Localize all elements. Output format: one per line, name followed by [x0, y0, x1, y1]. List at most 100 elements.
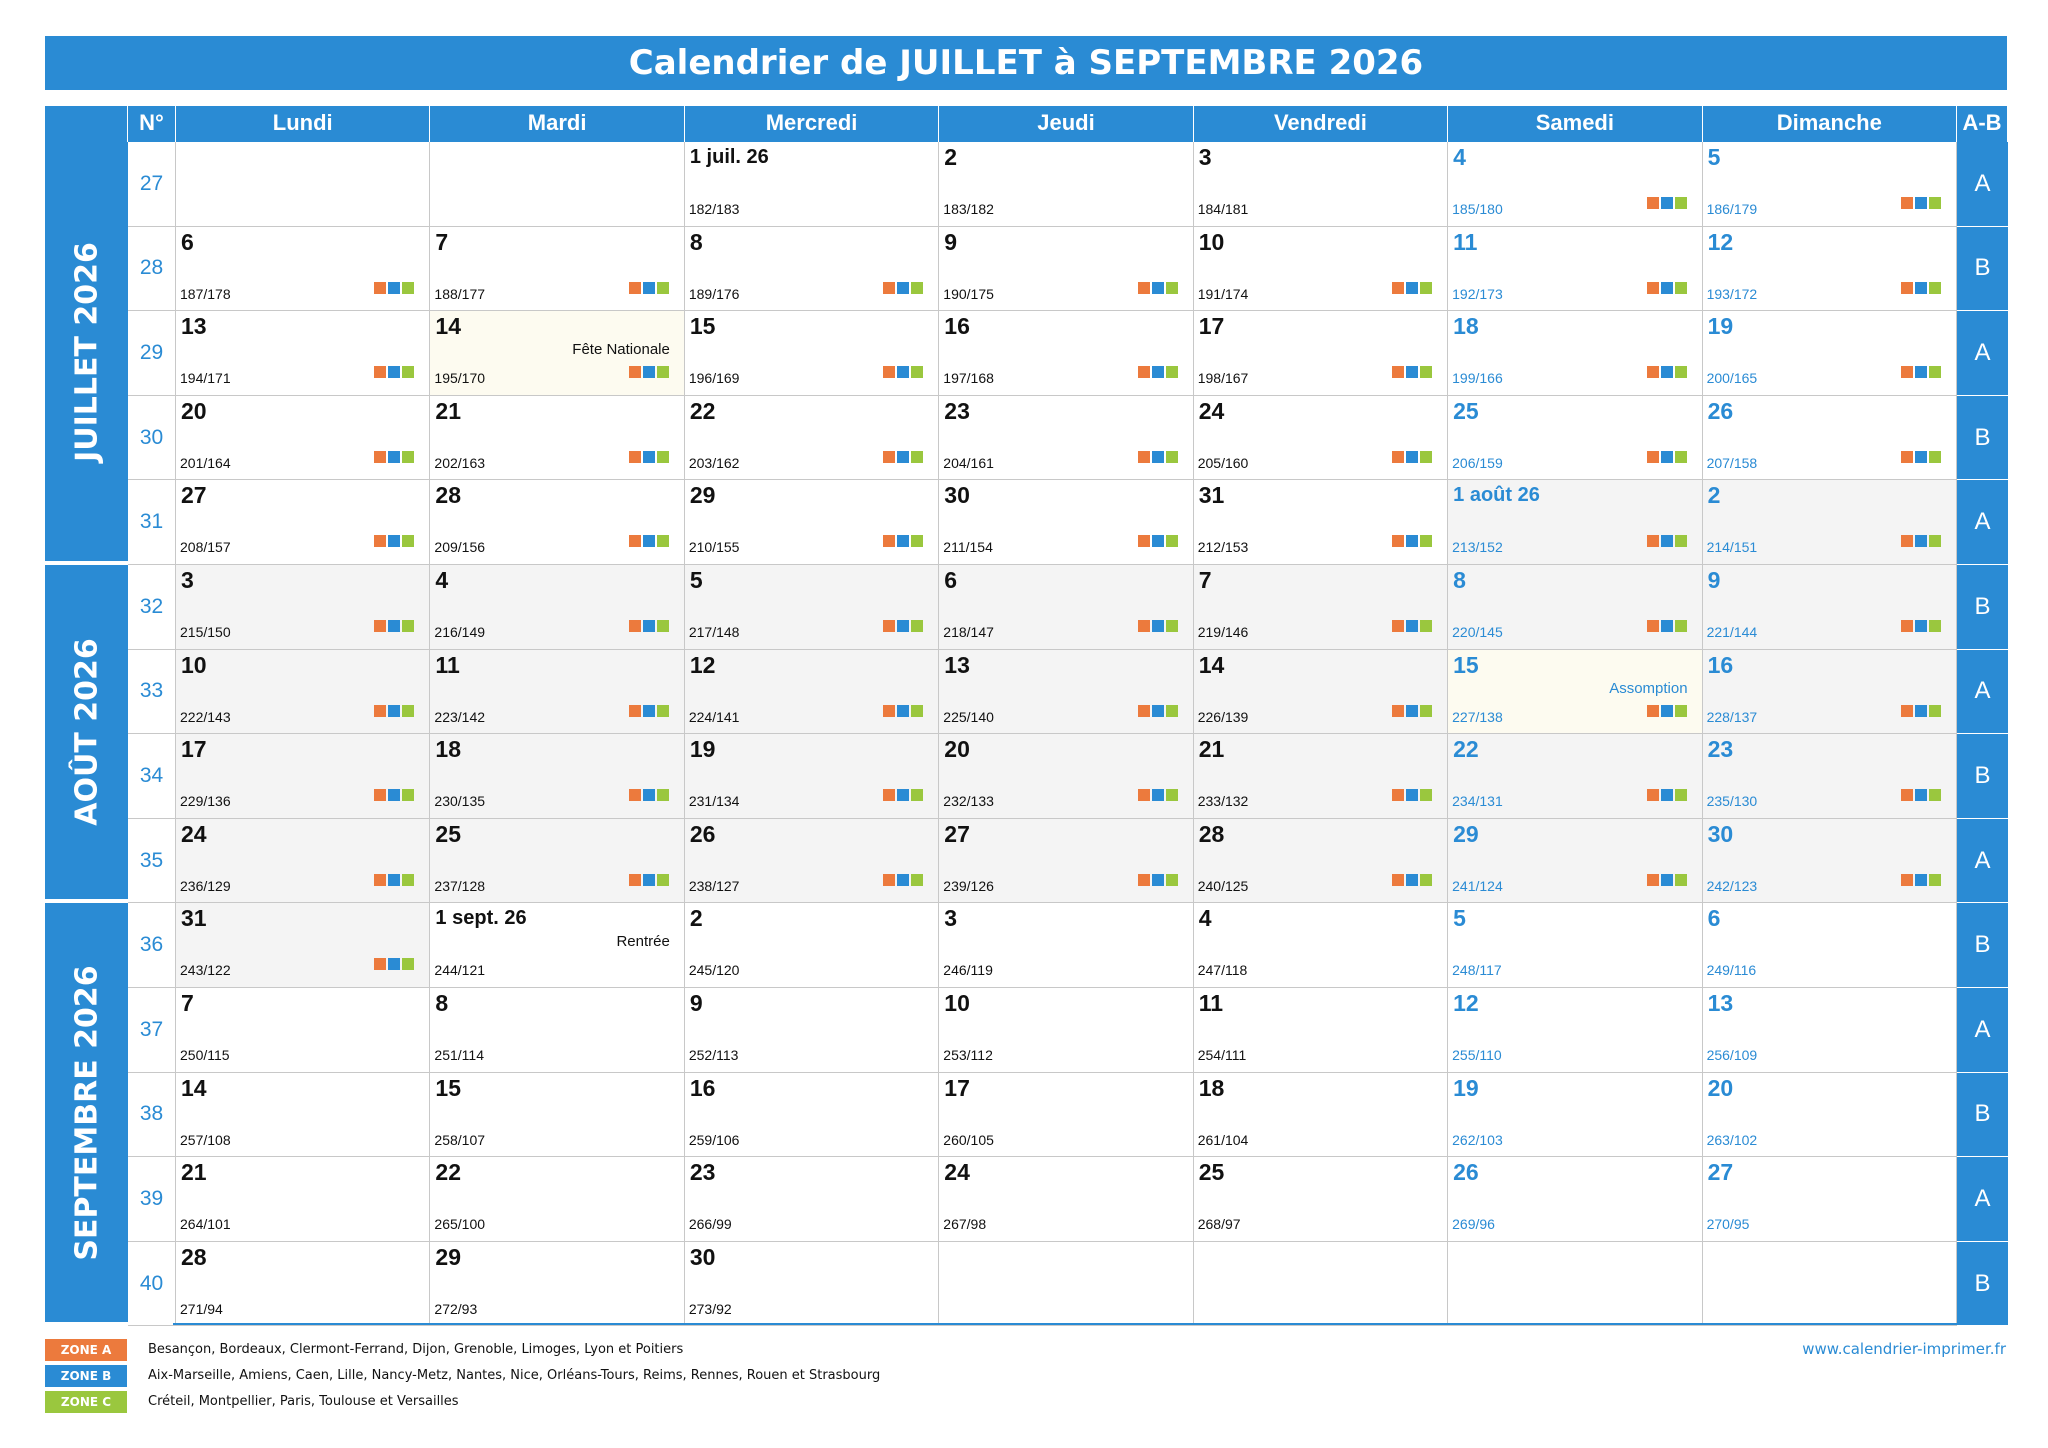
day-cell[interactable]: 17 198/167: [1193, 311, 1449, 396]
day-cell[interactable]: 30 273/92: [684, 1241, 940, 1327]
day-cell[interactable]: 28 209/156: [430, 480, 685, 565]
day-cell[interactable]: 2 245/120: [684, 903, 940, 988]
day-cell[interactable]: 8 189/176: [684, 226, 940, 312]
day-cell[interactable]: 9 190/175: [939, 226, 1194, 312]
day-cell[interactable]: 12 193/172: [1702, 226, 1957, 312]
day-cell[interactable]: 22 234/131: [1448, 734, 1703, 819]
day-cell[interactable]: 25 268/97: [1193, 1157, 1449, 1242]
day-cell[interactable]: 10 191/174: [1193, 226, 1449, 312]
day-cell[interactable]: 21 233/132: [1193, 734, 1449, 819]
day-cell[interactable]: 13 256/109: [1702, 988, 1957, 1073]
day-cell[interactable]: 24 267/98: [939, 1157, 1194, 1242]
day-cell[interactable]: 14 226/139: [1193, 649, 1449, 735]
day-cell[interactable]: 17 260/105: [939, 1072, 1194, 1158]
day-cell[interactable]: 11 223/142: [430, 649, 685, 735]
day-cell[interactable]: 18 230/135: [430, 734, 685, 819]
day-cell[interactable]: 20 263/102: [1702, 1072, 1957, 1158]
zone-b-marker: [1915, 450, 1927, 463]
day-cell[interactable]: 17 229/136: [176, 734, 431, 819]
day-cell[interactable]: 3 184/181: [1193, 142, 1449, 227]
day-cell[interactable]: 18 261/104: [1193, 1072, 1449, 1158]
zone-a-marker: [883, 450, 896, 463]
day-cell[interactable]: 3 246/119: [939, 903, 1194, 988]
day-cell[interactable]: 25 237/128: [430, 818, 685, 904]
day-cell[interactable]: 2 183/182: [939, 142, 1194, 227]
day-of-year: 225/140: [943, 708, 994, 725]
day-cell[interactable]: 27 208/157: [176, 480, 431, 565]
day-cell[interactable]: 29 241/124: [1448, 818, 1703, 904]
day-cell[interactable]: 1 juil. 26 182/183: [684, 142, 940, 227]
day-cell[interactable]: 12 255/110: [1448, 988, 1703, 1073]
day-cell[interactable]: 27 239/126: [939, 818, 1194, 904]
day-cell[interactable]: 11 254/111: [1193, 988, 1449, 1073]
day-cell[interactable]: 25 206/159: [1448, 395, 1703, 481]
day-cell[interactable]: 24 236/129: [176, 818, 431, 904]
day-cell[interactable]: 15 227/138 Assomption: [1448, 649, 1703, 735]
day-cell[interactable]: 13 194/171: [176, 311, 431, 396]
day-cell[interactable]: 19 262/103: [1448, 1072, 1703, 1158]
day-cell[interactable]: 7 250/115: [176, 988, 431, 1073]
day-cell[interactable]: 26 207/158: [1702, 395, 1957, 481]
day-cell[interactable]: 13 225/140: [939, 649, 1194, 735]
day-cell[interactable]: 19 200/165: [1702, 311, 1957, 396]
day-cell[interactable]: 4 185/180: [1448, 142, 1703, 227]
day-cell[interactable]: 4 247/118: [1193, 903, 1449, 988]
day-cell[interactable]: 20 232/133: [939, 734, 1194, 819]
day-cell[interactable]: 3 215/150: [176, 565, 431, 650]
day-cell[interactable]: 23 266/99: [684, 1157, 940, 1242]
day-cell[interactable]: 11 192/173: [1448, 226, 1703, 312]
day-cell[interactable]: 28 271/94: [176, 1241, 431, 1327]
day-cell[interactable]: 15 196/169: [684, 311, 940, 396]
day-cell[interactable]: 4 216/149: [430, 565, 685, 650]
day-cell[interactable]: 5 186/179: [1702, 142, 1957, 227]
day-cell[interactable]: 28 240/125: [1193, 818, 1449, 904]
day-cell[interactable]: 16 259/106: [684, 1072, 940, 1158]
day-cell[interactable]: 2 214/151: [1702, 480, 1957, 565]
day-cell[interactable]: 15 258/107: [430, 1072, 685, 1158]
day-cell[interactable]: 10 222/143: [176, 649, 431, 735]
day-cell[interactable]: 24 205/160: [1193, 395, 1449, 481]
day-cell[interactable]: 9 252/113: [684, 988, 940, 1073]
day-cell[interactable]: 26 238/127: [684, 818, 940, 904]
day-cell[interactable]: 29 272/93: [430, 1241, 685, 1327]
day-cell[interactable]: 1 sept. 26 244/121 Rentrée: [430, 903, 685, 988]
day-cell[interactable]: 29 210/155: [684, 480, 940, 565]
day-cell[interactable]: 21 264/101: [176, 1157, 431, 1242]
day-cell[interactable]: 27 270/95: [1702, 1157, 1957, 1242]
day-cell[interactable]: 30 242/123: [1702, 818, 1957, 904]
day-cell[interactable]: 31 243/122: [176, 903, 431, 988]
day-cell[interactable]: 12 224/141: [684, 649, 940, 735]
day-cell[interactable]: 26 269/96: [1448, 1157, 1703, 1242]
day-cell[interactable]: 23 204/161: [939, 395, 1194, 481]
day-cell[interactable]: 19 231/134: [684, 734, 940, 819]
day-cell[interactable]: 23 235/130: [1702, 734, 1957, 819]
day-cell[interactable]: 7 188/177: [430, 226, 685, 312]
day-cell[interactable]: 22 203/162: [684, 395, 940, 481]
website-link[interactable]: www.calendrier-imprimer.fr: [1802, 1340, 2006, 1358]
day-cell[interactable]: 8 251/114: [430, 988, 685, 1073]
day-cell[interactable]: 6 249/116: [1702, 903, 1957, 988]
day-cell[interactable]: 21 202/163: [430, 395, 685, 481]
day-cell[interactable]: 1 août 26 213/152: [1448, 480, 1703, 565]
day-cell[interactable]: 16 197/168: [939, 311, 1194, 396]
day-cell[interactable]: 8 220/145: [1448, 565, 1703, 650]
day-cell[interactable]: 30 211/154: [939, 480, 1194, 565]
day-cell[interactable]: 7 219/146: [1193, 565, 1449, 650]
day-cell[interactable]: 18 199/166: [1448, 311, 1703, 396]
day-of-year: 209/156: [434, 539, 486, 556]
day-cell[interactable]: 14 195/170 Fête Nationale: [430, 311, 685, 396]
day-cell[interactable]: 9 221/144: [1702, 565, 1957, 650]
day-cell[interactable]: 14 257/108: [176, 1072, 431, 1158]
day-cell[interactable]: 6 218/147: [939, 565, 1194, 650]
zone-c-marker: [1674, 366, 1687, 379]
day-cell[interactable]: 6 187/178: [176, 226, 431, 312]
day-of-year: 211/154: [943, 539, 993, 556]
day-cell[interactable]: 22 265/100: [430, 1157, 685, 1242]
day-number: 7: [435, 228, 449, 255]
day-cell[interactable]: 5 217/148: [684, 565, 940, 650]
day-cell[interactable]: 16 228/137: [1702, 649, 1957, 735]
day-cell[interactable]: 5 248/117: [1448, 903, 1703, 988]
day-cell[interactable]: 20 201/164: [176, 395, 431, 481]
day-cell[interactable]: 10 253/112: [939, 988, 1194, 1073]
day-cell[interactable]: 31 212/153: [1193, 480, 1449, 565]
